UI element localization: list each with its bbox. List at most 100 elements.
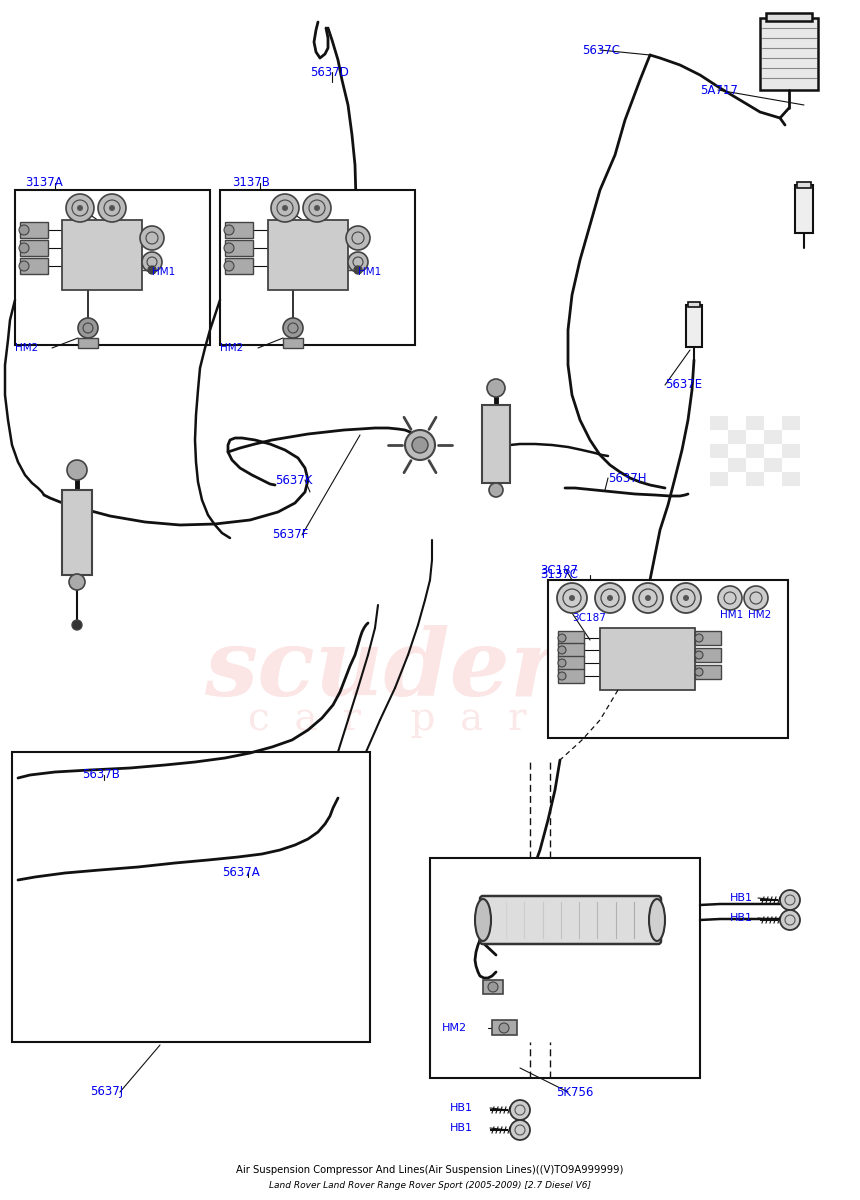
Bar: [492, 1020, 517, 1034]
Bar: [764, 416, 782, 430]
Circle shape: [140, 226, 164, 250]
Bar: [782, 416, 800, 430]
Text: HM1: HM1: [358, 266, 381, 277]
Bar: [62, 490, 92, 575]
Bar: [746, 472, 764, 486]
Bar: [62, 220, 142, 290]
Circle shape: [224, 242, 234, 253]
Circle shape: [718, 586, 742, 610]
Circle shape: [19, 242, 29, 253]
Text: Land Rover Land Rover Range Rover Sport (2005-2009) [2.7 Diesel V6]: Land Rover Land Rover Range Rover Sport …: [269, 1181, 591, 1189]
Text: 3C187: 3C187: [572, 613, 606, 623]
Text: 5637C: 5637C: [582, 43, 620, 56]
Circle shape: [557, 583, 587, 613]
Circle shape: [346, 226, 370, 250]
Text: HM1: HM1: [720, 610, 743, 620]
Circle shape: [314, 205, 320, 211]
Circle shape: [412, 437, 428, 452]
Bar: [558, 631, 584, 646]
Text: HB1: HB1: [730, 893, 753, 902]
Text: HB1: HB1: [730, 913, 753, 923]
Text: 3137C: 3137C: [540, 569, 578, 582]
Circle shape: [142, 252, 162, 272]
Bar: [20, 222, 48, 238]
Bar: [797, 182, 811, 188]
Circle shape: [558, 659, 566, 667]
Text: HB1: HB1: [450, 1123, 473, 1133]
Circle shape: [489, 482, 503, 497]
Bar: [225, 222, 253, 238]
Bar: [764, 444, 782, 458]
Circle shape: [19, 226, 29, 235]
Bar: [12, 752, 370, 1042]
Circle shape: [354, 266, 362, 274]
Circle shape: [510, 1120, 530, 1140]
Bar: [746, 458, 764, 472]
Circle shape: [283, 318, 303, 338]
Bar: [795, 185, 813, 233]
Text: 5637E: 5637E: [665, 378, 702, 391]
Bar: [764, 472, 782, 486]
Circle shape: [558, 634, 566, 642]
Circle shape: [67, 460, 87, 480]
Bar: [710, 458, 728, 472]
Bar: [268, 220, 348, 290]
Bar: [695, 648, 721, 662]
Text: 5K756: 5K756: [556, 1086, 593, 1098]
Bar: [728, 444, 746, 458]
Circle shape: [695, 650, 703, 659]
Circle shape: [77, 205, 83, 211]
Bar: [688, 302, 700, 307]
Bar: [710, 416, 728, 430]
Bar: [764, 458, 782, 472]
Circle shape: [683, 595, 689, 601]
Text: 5637D: 5637D: [310, 66, 349, 78]
Bar: [782, 430, 800, 444]
Bar: [710, 444, 728, 458]
Text: 3C187: 3C187: [540, 564, 578, 576]
Bar: [78, 338, 98, 348]
Text: 5637A: 5637A: [222, 865, 260, 878]
Text: 5637B: 5637B: [82, 768, 120, 781]
Bar: [695, 631, 721, 646]
Bar: [746, 416, 764, 430]
Bar: [15, 190, 210, 346]
Bar: [220, 190, 415, 346]
Circle shape: [671, 583, 701, 613]
Circle shape: [72, 620, 82, 630]
Circle shape: [66, 194, 94, 222]
Bar: [695, 665, 721, 679]
Circle shape: [558, 646, 566, 654]
Bar: [225, 258, 253, 274]
Text: 5637K: 5637K: [275, 474, 312, 486]
Bar: [710, 472, 728, 486]
Text: 5637H: 5637H: [608, 472, 647, 485]
Circle shape: [780, 890, 800, 910]
Bar: [782, 472, 800, 486]
Circle shape: [633, 583, 663, 613]
Circle shape: [695, 634, 703, 642]
Text: HM2: HM2: [15, 343, 38, 353]
Bar: [764, 430, 782, 444]
Bar: [430, 858, 700, 1078]
Bar: [782, 444, 800, 458]
Bar: [225, 240, 253, 256]
Circle shape: [607, 595, 613, 601]
Circle shape: [109, 205, 115, 211]
Circle shape: [224, 226, 234, 235]
Text: scuderia: scuderia: [204, 625, 656, 715]
Bar: [483, 980, 503, 994]
Bar: [728, 458, 746, 472]
Circle shape: [303, 194, 331, 222]
Circle shape: [510, 1100, 530, 1120]
Text: c  a  r    p  a  r  t  s: c a r p a r t s: [249, 702, 611, 738]
Circle shape: [595, 583, 625, 613]
Text: Air Suspension Compressor And Lines(Air Suspension Lines)((V)TO9A999999): Air Suspension Compressor And Lines(Air …: [237, 1165, 624, 1175]
Text: HM2: HM2: [220, 343, 243, 353]
Bar: [548, 580, 788, 738]
Circle shape: [499, 1022, 509, 1033]
Text: 5637J: 5637J: [90, 1086, 123, 1098]
Bar: [728, 416, 746, 430]
Circle shape: [78, 318, 98, 338]
Circle shape: [19, 260, 29, 271]
